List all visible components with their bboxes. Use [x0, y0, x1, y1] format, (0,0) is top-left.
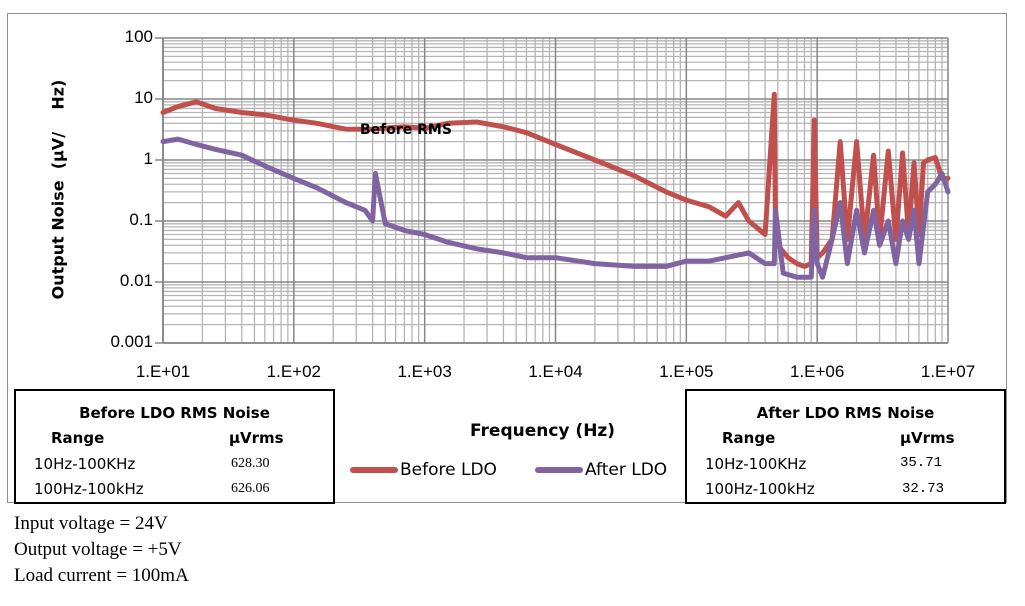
grid — [155, 37, 949, 344]
before-col-range: Range — [51, 429, 105, 447]
legend-item-before-ldo: Before LDO — [350, 460, 497, 480]
x-axis-label: Frequency (Hz) — [470, 421, 616, 441]
condition-load-current: Load current = 100mA — [14, 565, 189, 586]
after-rms-title: After LDO RMS Noise — [756, 404, 935, 422]
after-row-1-range: 10Hz-100KHz — [705, 455, 807, 473]
after-row-2-value: 32.73 — [902, 481, 945, 497]
x-tick-label: 1.E+07 — [920, 362, 976, 381]
series-line-after-ldo — [160, 136, 951, 280]
after-col-value: µVrms — [900, 429, 955, 447]
after-row-2-range: 100Hz-100kHz — [705, 480, 815, 498]
x-tick-label: 1.E+04 — [528, 362, 583, 381]
y-tick-label: 0.1 — [129, 210, 153, 229]
legend-item-after-ldo: After LDO — [535, 460, 667, 480]
legend-swatch-after — [535, 467, 583, 473]
before-row-1-value: 628.30 — [231, 456, 270, 471]
x-tick-label: 1.E+03 — [397, 362, 452, 381]
before-row-1-range: 10Hz-100KHz — [34, 455, 136, 473]
y-tick-label: 0.001 — [110, 332, 153, 351]
legend-swatch-before — [350, 467, 398, 473]
y-tick-label: 100 — [124, 27, 153, 46]
chart-area — [7, 13, 1007, 503]
before-rms-title: Before LDO RMS Noise — [79, 404, 270, 422]
before-rms-table: Before LDO RMS Noise Range µVrms 10Hz-10… — [14, 389, 335, 504]
series-line-before-ldo — [160, 91, 951, 269]
legend-label-before: Before LDO — [400, 460, 497, 480]
y-axis-label: Output Noise (µV/ Hz) — [48, 79, 68, 300]
x-tick-label: 1.E+05 — [659, 362, 714, 381]
x-tick-label: 1.E+06 — [789, 362, 845, 381]
x-tick-label: 1.E+01 — [135, 362, 191, 381]
before-row-2-value: 626.06 — [231, 481, 270, 496]
condition-output-voltage: Output voltage = +5V — [14, 539, 182, 560]
after-rms-table: After LDO RMS Noise Range µVrms 10Hz-100… — [685, 389, 1006, 504]
before-col-value: µVrms — [229, 429, 284, 447]
legend-label-after: After LDO — [585, 460, 668, 480]
y-tick-label: 10 — [134, 88, 153, 107]
after-row-1-value: 35.71 — [900, 455, 943, 471]
condition-input-voltage: Input voltage = 24V — [14, 513, 168, 534]
series-layer — [160, 91, 951, 280]
x-tick-label: 1.E+02 — [266, 362, 321, 381]
after-col-range: Range — [722, 429, 776, 447]
before-row-2-range: 100Hz-100kHz — [34, 480, 144, 498]
y-tick-label: 1 — [143, 149, 153, 168]
y-tick-label: 0.01 — [119, 271, 153, 290]
chart-annotation: Before RMS — [360, 122, 452, 138]
